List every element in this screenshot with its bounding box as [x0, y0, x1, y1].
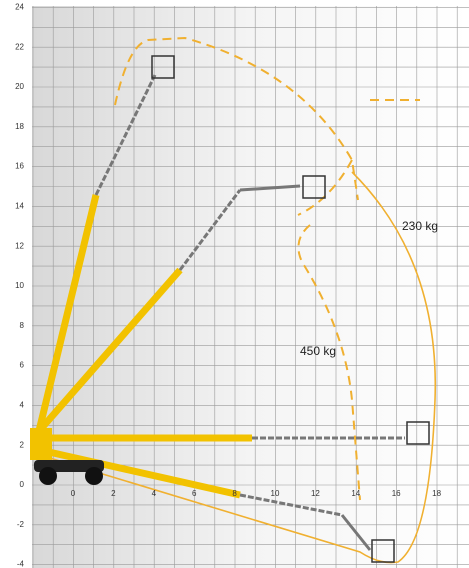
x-tick-label: 14	[351, 489, 360, 498]
y-tick-label: 4	[20, 401, 25, 410]
y-tick-label: 24	[15, 3, 24, 12]
x-tick-label: 4	[152, 489, 157, 498]
y-tick-label: 8	[20, 321, 25, 330]
x-tick-label: 10	[271, 489, 280, 498]
y-tick-label: 6	[20, 361, 25, 370]
load-label: 230 kg	[402, 219, 438, 233]
load-label: 450 kg	[300, 344, 336, 358]
y-tick-label: 12	[15, 241, 24, 250]
machine-base	[30, 428, 104, 485]
y-tick-label: 18	[15, 122, 24, 131]
y-tick-label: 2	[20, 440, 25, 449]
y-tick-label: 0	[20, 480, 25, 489]
y-tick-label: 20	[15, 82, 24, 91]
envelope-450-inner	[297, 159, 361, 501]
y-tick-label: -2	[17, 520, 25, 529]
x-tick-label: 16	[392, 489, 401, 498]
envelope-450	[114, 36, 359, 201]
booms	[34, 55, 430, 563]
y-tick-label: 14	[15, 202, 24, 211]
grid	[32, 6, 469, 568]
y-tick-label: -4	[17, 560, 25, 568]
x-tick-label: 2	[111, 489, 116, 498]
y-tick-label: 22	[15, 42, 24, 51]
x-tick-label: 6	[192, 489, 197, 498]
x-tick-label: 18	[432, 489, 441, 498]
y-tick-label: 16	[15, 162, 24, 171]
x-tick-label: 0	[71, 489, 76, 498]
x-tick-label: 12	[311, 489, 320, 498]
x-tick-label: 8	[232, 489, 237, 498]
y-tick-label: 10	[15, 281, 24, 290]
